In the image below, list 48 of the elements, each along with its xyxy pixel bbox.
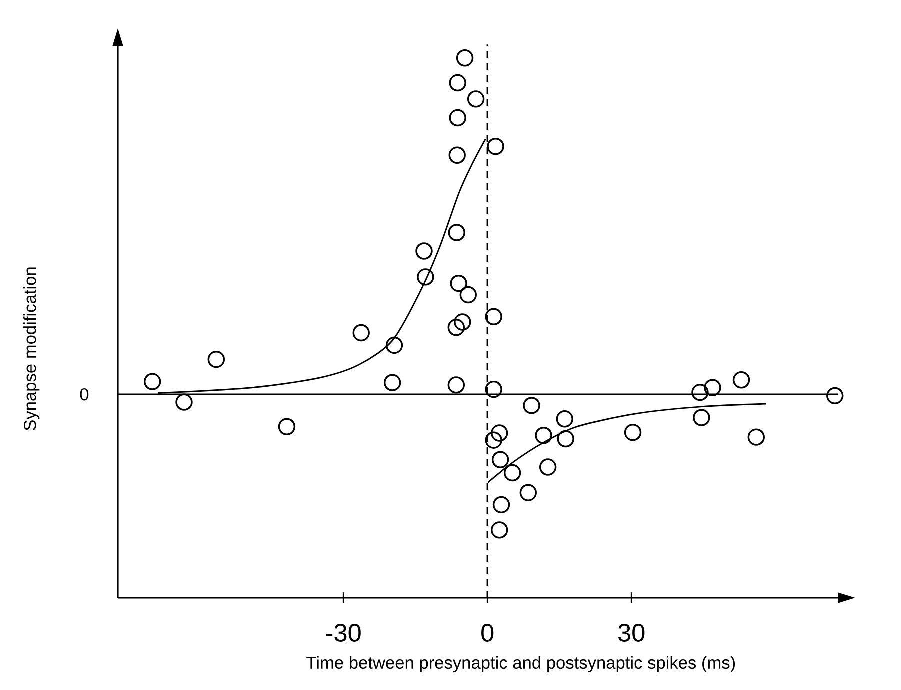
point — [448, 319, 466, 336]
ref-line-label: 0 — [80, 388, 89, 401]
point — [487, 138, 504, 156]
point — [520, 484, 538, 502]
point — [491, 522, 508, 539]
point — [176, 394, 193, 411]
point — [449, 74, 466, 92]
y-axis-title: Synapse modification — [24, 268, 40, 431]
point — [208, 350, 226, 368]
point — [535, 427, 552, 444]
point — [450, 274, 468, 292]
point — [557, 430, 574, 448]
point — [485, 380, 502, 398]
point — [448, 146, 466, 164]
point — [692, 384, 709, 402]
point — [416, 242, 433, 260]
x-tick-label: 30 — [618, 624, 645, 642]
point — [492, 496, 510, 514]
x-axis-title: Time between presynaptic and postsynaptic spikes (ms) — [306, 656, 736, 672]
point — [384, 374, 402, 392]
point — [417, 268, 434, 286]
point — [467, 90, 485, 108]
point — [732, 372, 750, 389]
point — [352, 324, 370, 342]
point — [448, 376, 466, 394]
point — [504, 464, 522, 482]
point — [491, 424, 508, 442]
point — [448, 224, 466, 242]
point — [144, 373, 162, 390]
point — [556, 410, 574, 428]
point — [460, 286, 478, 304]
point — [485, 308, 502, 326]
point — [624, 424, 642, 442]
point — [539, 458, 557, 476]
point — [704, 379, 722, 396]
point — [386, 336, 404, 354]
point — [748, 428, 765, 446]
point — [456, 50, 474, 67]
point — [693, 409, 710, 426]
x-tick-label: 0 — [482, 624, 494, 642]
point — [449, 109, 466, 127]
x-tick-label: -30 — [326, 624, 361, 642]
point — [485, 432, 502, 449]
point — [492, 451, 510, 468]
point — [523, 397, 540, 414]
point — [454, 314, 472, 331]
point — [278, 418, 296, 436]
point — [826, 387, 844, 405]
